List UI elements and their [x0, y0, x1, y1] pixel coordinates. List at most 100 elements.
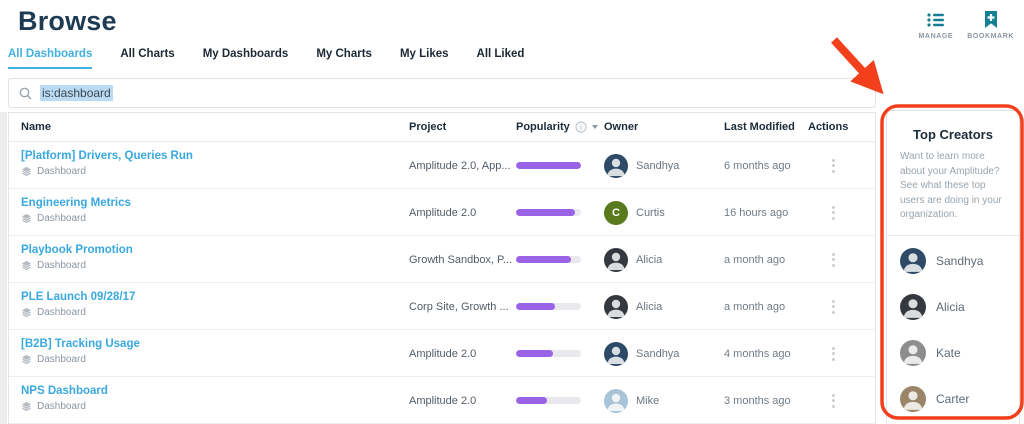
creator-avatar	[900, 247, 926, 274]
popularity-bar	[516, 162, 581, 169]
table-row[interactable]: Playbook Promotion Dashboard Growth Sandbo…	[9, 236, 875, 283]
manage-button[interactable]: MANAGE	[918, 10, 953, 40]
owner-cell: Sandhya	[604, 330, 679, 377]
sort-caret-icon[interactable]	[591, 125, 598, 129]
owner-name: Alicia	[636, 253, 663, 266]
dashboard-link[interactable]: [B2B] Tracking Usage	[21, 338, 140, 350]
dashboard-link[interactable]: Engineering Metrics	[21, 197, 131, 209]
last-modified-cell: a month ago	[724, 253, 786, 266]
column-header-popularity[interactable]: Popularity	[516, 121, 598, 133]
name-cell: Engineering Metrics Dashboard	[21, 197, 131, 224]
popularity-cell	[516, 189, 581, 236]
creator-item[interactable]: Kate	[900, 330, 1006, 376]
owner-name: Sandhya	[636, 347, 680, 360]
project-cell: Corp Site, Growth ...	[409, 300, 509, 313]
creator-avatar	[900, 385, 926, 412]
table-row[interactable]: NPS Dashboard Dashboard Amplitude 2.0 Mike 3…	[9, 377, 875, 424]
column-header-name[interactable]: Name	[21, 121, 51, 133]
item-type-label: Dashboard	[37, 166, 86, 177]
table-body: [Platform] Drivers, Queries Run Dashboard…	[9, 142, 875, 424]
manage-label: MANAGE	[918, 33, 954, 40]
name-cell: NPS Dashboard Dashboard	[21, 385, 108, 412]
info-icon[interactable]	[575, 121, 587, 133]
table-row[interactable]: Engineering Metrics Dashboard Amplitude 2.…	[9, 189, 875, 236]
tab-my-likes[interactable]: My Likes	[399, 48, 449, 60]
owner-name: Curtis	[636, 206, 665, 219]
creator-avatar	[900, 339, 926, 366]
row-actions-menu-icon[interactable]	[828, 202, 839, 224]
top-creators-list: SandhyaAliciaKateCarterJustin	[887, 236, 1019, 424]
tab-my-charts[interactable]: My Charts	[316, 48, 372, 60]
owner-name: Mike	[636, 394, 660, 407]
owner-avatar	[604, 247, 628, 272]
dashboard-type-icon	[21, 307, 32, 318]
popularity-bar	[516, 397, 581, 404]
actions-cell	[808, 377, 858, 424]
top-creators-title: Top Creators	[913, 127, 993, 142]
column-header-project[interactable]: Project	[409, 121, 447, 133]
actions-cell	[808, 283, 858, 330]
last-modified-cell: a month ago	[724, 300, 786, 313]
last-modified-cell: 6 months ago	[724, 159, 791, 172]
tab-all-charts[interactable]: All Charts	[120, 48, 175, 60]
table-row[interactable]: [B2B] Tracking Usage Dashboard Amplitude 2…	[9, 330, 875, 377]
popularity-bar	[516, 303, 581, 310]
dashboard-type-icon	[21, 213, 32, 224]
creator-name: Kate	[936, 345, 961, 360]
owner-name: Alicia	[636, 300, 663, 313]
dashboard-link[interactable]: NPS Dashboard	[21, 385, 108, 397]
bookmark-button[interactable]: BOOKMARK	[967, 10, 1014, 40]
owner-avatar	[604, 153, 628, 178]
project-cell: Amplitude 2.0	[409, 206, 477, 219]
bookmark-icon	[981, 10, 1001, 30]
name-cell: PLE Launch 09/28/17 Dashboard	[21, 291, 135, 318]
row-actions-menu-icon[interactable]	[828, 390, 839, 412]
popularity-cell	[516, 142, 581, 189]
row-actions-menu-icon[interactable]	[828, 296, 839, 318]
last-modified-cell: 16 hours ago	[724, 206, 789, 219]
table-row[interactable]: PLE Launch 09/28/17 Dashboard Corp Site, G…	[9, 283, 875, 330]
row-actions-menu-icon[interactable]	[828, 343, 839, 365]
creator-item[interactable]: Carter	[900, 376, 1006, 422]
dashboard-link[interactable]: Playbook Promotion	[21, 244, 133, 256]
tab-all-dashboards[interactable]: All Dashboards	[8, 48, 93, 69]
project-cell: Amplitude 2.0	[409, 347, 477, 360]
item-type-label: Dashboard	[37, 354, 86, 365]
owner-cell: Sandhya	[604, 142, 679, 189]
column-header-owner[interactable]: Owner	[604, 121, 639, 133]
popularity-cell	[516, 283, 581, 330]
creator-name: Sandhya	[936, 253, 984, 268]
actions-cell	[808, 330, 858, 377]
owner-name: Sandhya	[636, 159, 680, 172]
bookmark-label: BOOKMARK	[967, 33, 1014, 40]
popularity-cell	[516, 330, 581, 377]
header-actions: MANAGE BOOKMARK	[918, 10, 1014, 40]
actions-cell	[808, 142, 858, 189]
tab-all-liked[interactable]: All Liked	[476, 48, 525, 60]
column-header-last-modified[interactable]: Last Modified	[724, 121, 795, 133]
dashboard-type-icon	[21, 166, 32, 177]
dashboard-type-icon	[21, 260, 32, 271]
creator-item[interactable]: Alicia	[900, 284, 1006, 330]
name-cell: [Platform] Drivers, Queries Run Dashboard	[21, 150, 193, 177]
search-icon	[19, 87, 32, 100]
search-input[interactable]: is:dashboard	[8, 78, 876, 108]
item-type-label: Dashboard	[37, 260, 86, 271]
dashboard-link[interactable]: [Platform] Drivers, Queries Run	[21, 150, 193, 162]
page-title: Browse	[18, 6, 117, 36]
owner-avatar: C	[604, 200, 628, 225]
dashboard-type-icon	[21, 354, 32, 365]
column-header-actions: Actions	[808, 121, 849, 133]
popularity-bar	[516, 350, 581, 357]
creator-name: Alicia	[936, 299, 965, 314]
creator-item[interactable]: Sandhya	[900, 238, 1006, 284]
row-actions-menu-icon[interactable]	[828, 249, 839, 271]
name-cell: [B2B] Tracking Usage Dashboard	[21, 338, 140, 365]
tab-my-dashboards[interactable]: My Dashboards	[202, 48, 289, 60]
owner-avatar	[604, 388, 628, 413]
dashboard-link[interactable]: PLE Launch 09/28/17	[21, 291, 136, 303]
table-row[interactable]: [Platform] Drivers, Queries Run Dashboard…	[9, 142, 875, 189]
item-type-label: Dashboard	[37, 307, 86, 318]
row-actions-menu-icon[interactable]	[828, 155, 839, 177]
name-cell: Playbook Promotion Dashboard	[21, 244, 133, 271]
